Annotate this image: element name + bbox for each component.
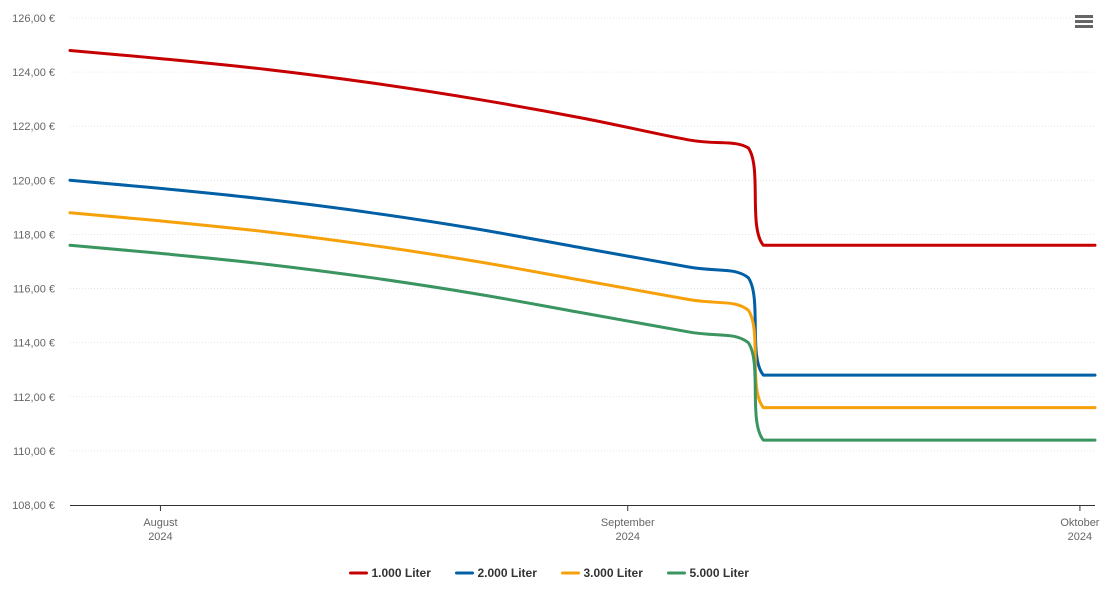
- y-tick-label: 122,00 €: [12, 121, 55, 133]
- legend-label[interactable]: 2.000 Liter: [478, 566, 538, 580]
- legend-item[interactable]: 5.000 Liter: [667, 566, 750, 580]
- series-line-2[interactable]: [68, 178, 1097, 377]
- legend-label[interactable]: 1.000 Liter: [372, 566, 432, 580]
- grid: [70, 17, 1095, 452]
- legend-label[interactable]: 3.000 Liter: [584, 566, 644, 580]
- hamburger-menu-icon[interactable]: [1072, 12, 1096, 32]
- series-line-4[interactable]: [68, 243, 1097, 442]
- y-tick-label: 110,00 €: [13, 446, 55, 458]
- y-tick-label: 114,00 €: [13, 338, 55, 350]
- x-tick-label-month: August: [143, 517, 177, 529]
- y-tick-label: 116,00 €: [13, 284, 55, 296]
- x-tick-label-year: 2024: [148, 531, 172, 543]
- legend-item[interactable]: 2.000 Liter: [455, 566, 538, 580]
- series-line-3[interactable]: [68, 211, 1097, 410]
- series-line-1[interactable]: [68, 49, 1097, 247]
- legend-label[interactable]: 5.000 Liter: [690, 566, 750, 580]
- x-tick-label-month: Oktober: [1060, 517, 1099, 529]
- x-axis: August 2024 September 2024 Oktober 2024: [70, 505, 1100, 543]
- x-tick-label-month: September: [601, 517, 655, 529]
- y-tick-label: 126,00 €: [12, 13, 55, 25]
- legend-item[interactable]: 1.000 Liter: [349, 566, 432, 580]
- x-tick-label-year: 2024: [1068, 531, 1092, 543]
- legend-item[interactable]: 3.000 Liter: [561, 566, 644, 580]
- y-tick-label: 120,00 €: [12, 175, 55, 187]
- y-tick-label: 112,00 €: [13, 392, 55, 404]
- y-tick-label: 108,00 €: [12, 500, 55, 512]
- y-tick-label: 118,00 €: [13, 229, 55, 241]
- series-lines: [68, 49, 1097, 442]
- y-tick-label: 124,00 €: [12, 67, 55, 79]
- y-axis: 108,00 € 110,00 € 112,00 € 114,00 € 116,00 €…: [12, 13, 55, 512]
- legend[interactable]: 1.000 Liter 2.000 Liter 3.000 Liter 5.000 L…: [349, 566, 750, 580]
- x-tick-label-year: 2024: [615, 531, 639, 543]
